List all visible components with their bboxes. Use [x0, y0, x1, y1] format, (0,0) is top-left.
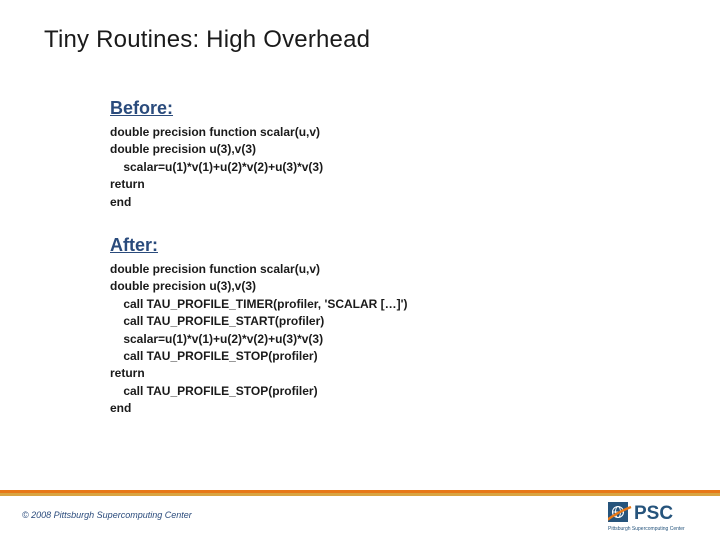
after-code: double precision function scalar(u,v) do… — [110, 261, 660, 418]
footer-divider — [0, 490, 720, 496]
slide: Tiny Routines: High Overhead Before: dou… — [0, 0, 720, 540]
after-heading: After: — [110, 235, 660, 256]
psc-logo-svg: PSC Pittsburgh Supercomputing Center — [608, 498, 696, 532]
slide-content: Before: double precision function scalar… — [110, 98, 660, 417]
logo-sub-text: Pittsburgh Supercomputing Center — [608, 526, 685, 532]
psc-logo: PSC Pittsburgh Supercomputing Center — [608, 498, 696, 532]
before-heading: Before: — [110, 98, 660, 119]
slide-title: Tiny Routines: High Overhead — [44, 26, 370, 54]
logo-main-text: PSC — [634, 503, 673, 524]
copyright-text: © 2008 Pittsburgh Supercomputing Center — [22, 510, 192, 520]
divider-gold — [0, 493, 720, 496]
before-code: double precision function scalar(u,v) do… — [110, 124, 660, 211]
